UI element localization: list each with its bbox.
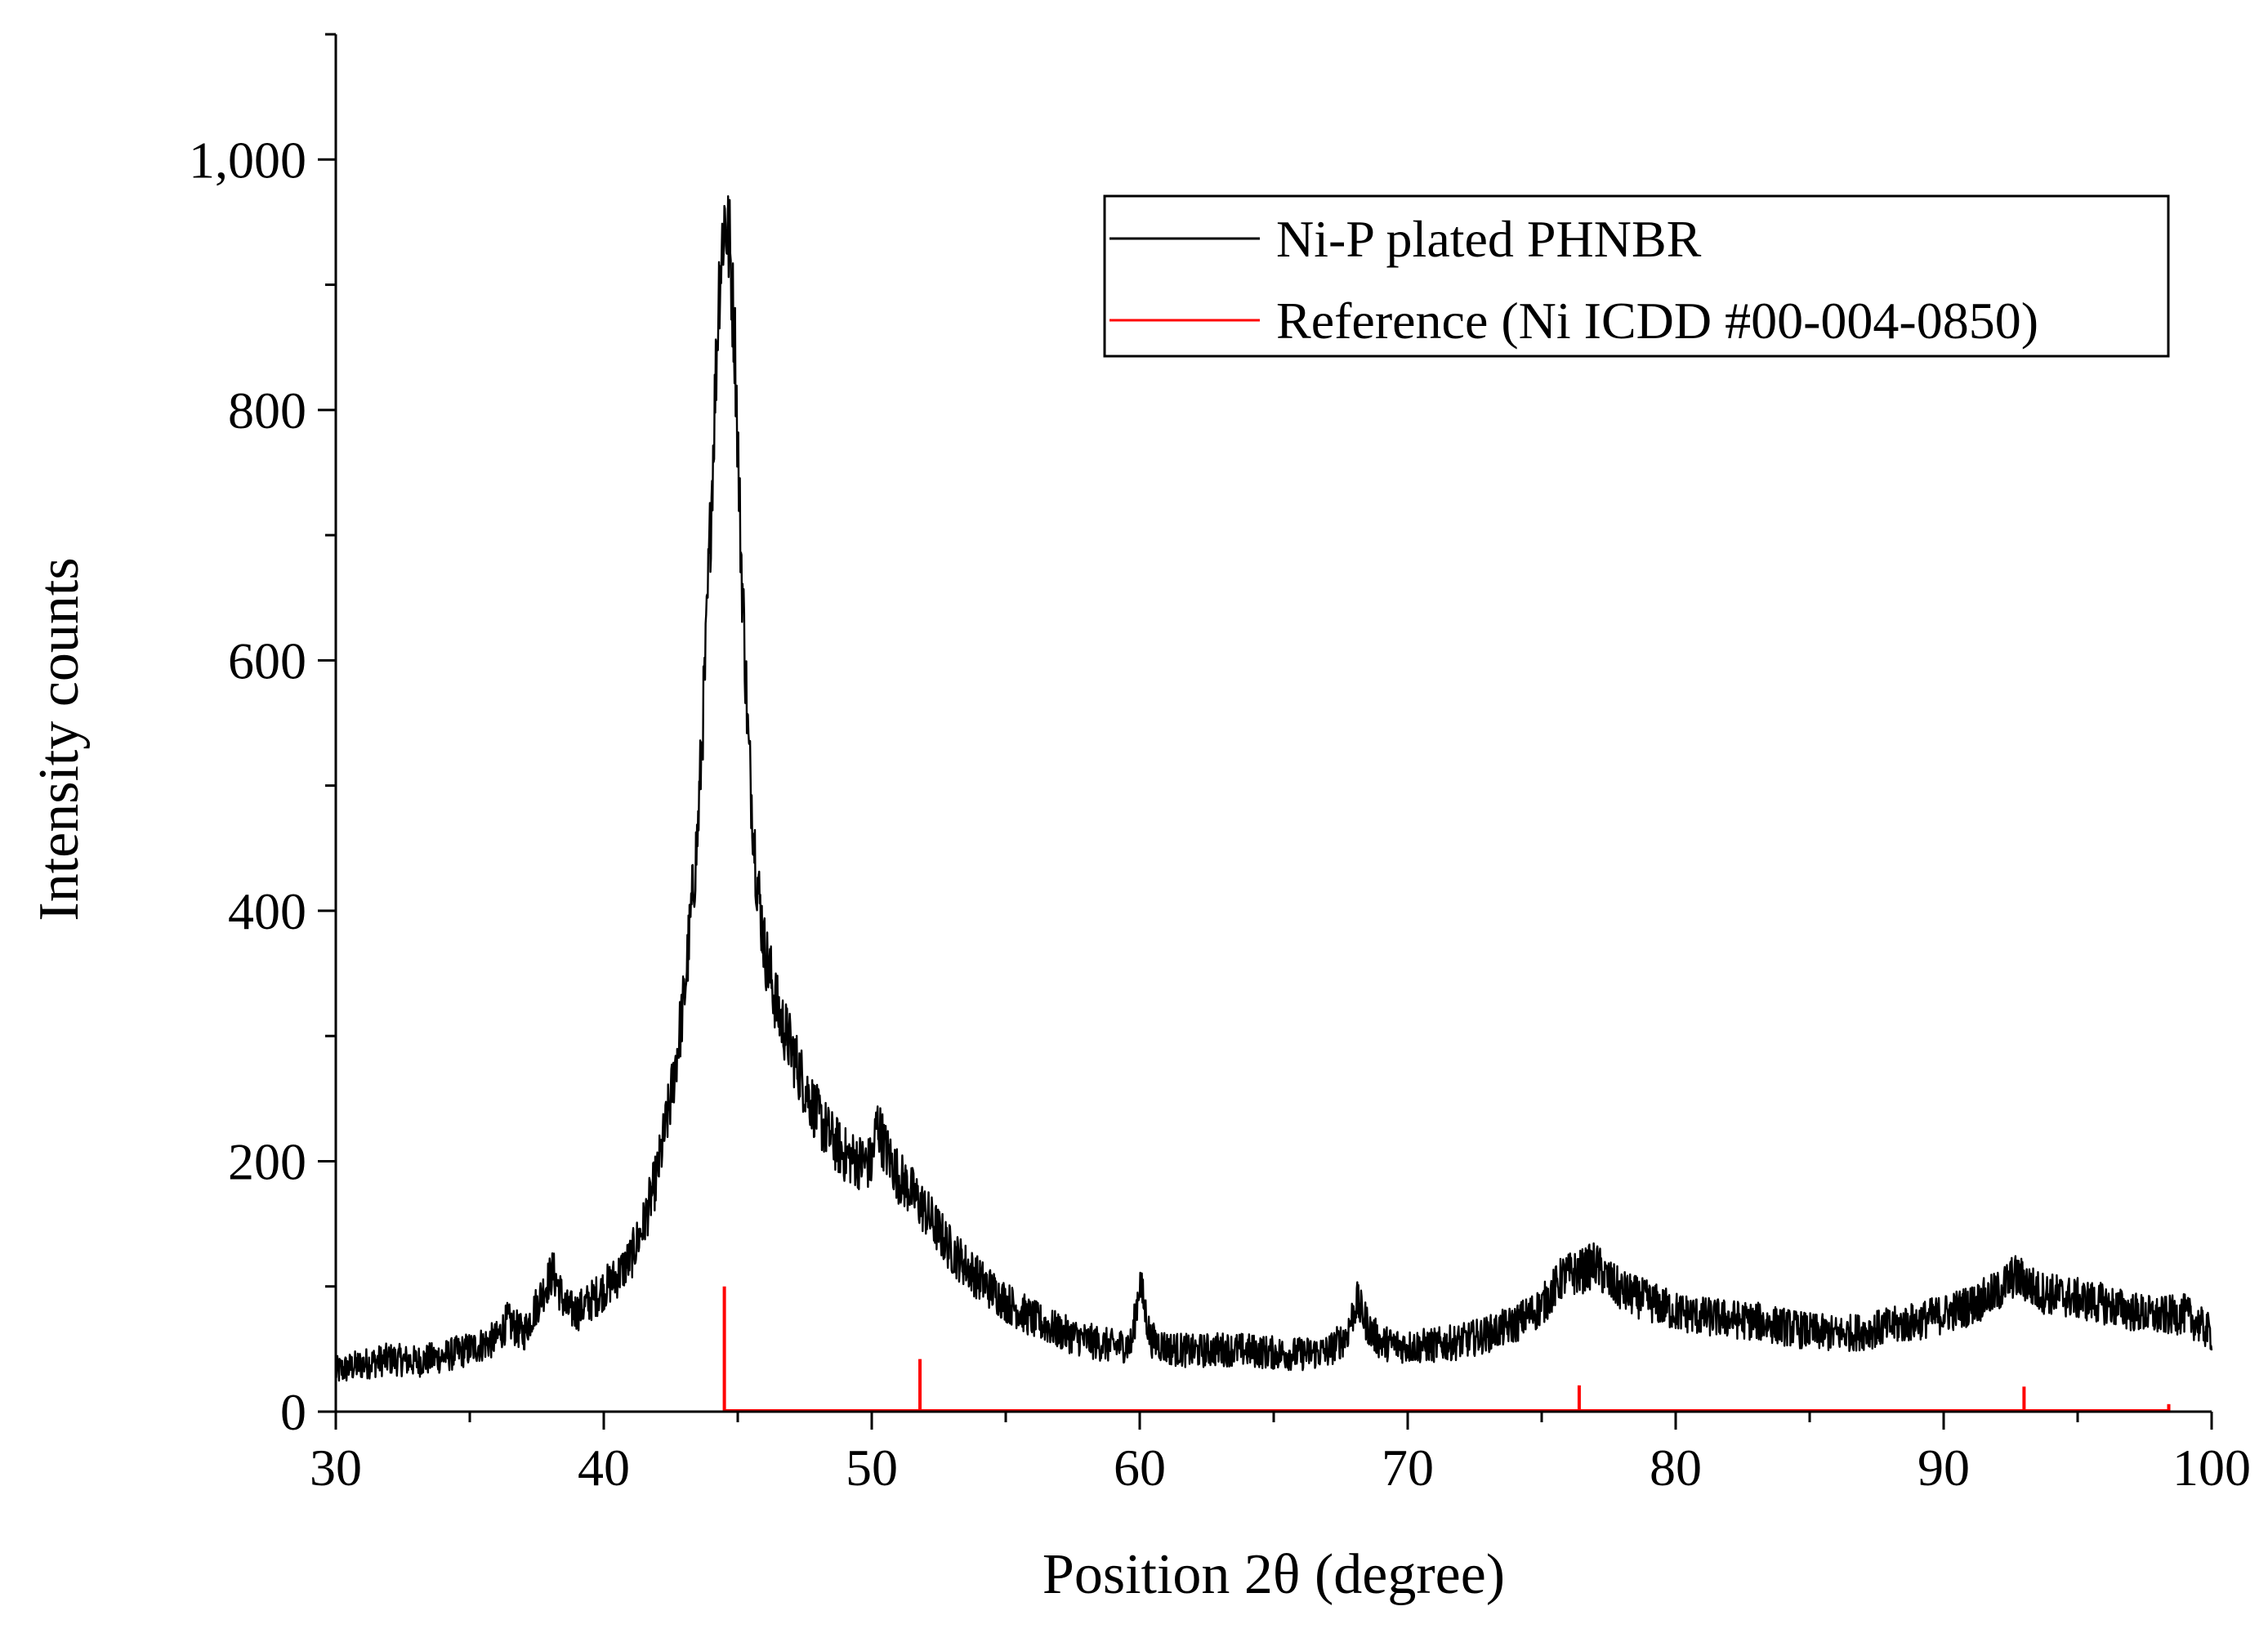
axes: 30 40 50 60 70 80 90 100 0 200 400 600 800 1,000 xyxy=(189,33,2251,1497)
x-tick-label: 80 xyxy=(1650,1439,1702,1497)
legend-box xyxy=(1103,194,2170,358)
plot-area xyxy=(334,194,2213,1412)
y-axis-title: Intensity counts xyxy=(28,557,91,921)
y-tick-label: 1,000 xyxy=(189,131,306,189)
x-tick-label: 30 xyxy=(310,1439,362,1497)
x-axis-title: Position 2θ (degree) xyxy=(1042,1543,1505,1606)
x-tick-label: 90 xyxy=(1918,1439,1970,1497)
y-tick-label: 800 xyxy=(228,382,306,440)
legend-label-sample: Ni-P plated PHNBR xyxy=(1276,210,1702,268)
series-line-sample xyxy=(334,194,2213,1382)
x-tick-label: 50 xyxy=(846,1439,898,1497)
x-tick-label: 70 xyxy=(1382,1439,1434,1497)
x-tick-label: 40 xyxy=(578,1439,630,1497)
x-tick-label: 60 xyxy=(1114,1439,1166,1497)
y-tick-label: 0 xyxy=(280,1383,306,1441)
y-tick-label: 600 xyxy=(228,631,306,689)
y-tick-label: 400 xyxy=(228,882,306,940)
legend: Ni-P plated PHNBR Reference (Ni ICDD #00… xyxy=(1103,194,2170,358)
y-tick-label: 200 xyxy=(228,1132,306,1190)
legend-label-reference: Reference (Ni ICDD #00-004-0850) xyxy=(1276,292,2038,350)
x-tick-label: 100 xyxy=(2172,1439,2251,1497)
